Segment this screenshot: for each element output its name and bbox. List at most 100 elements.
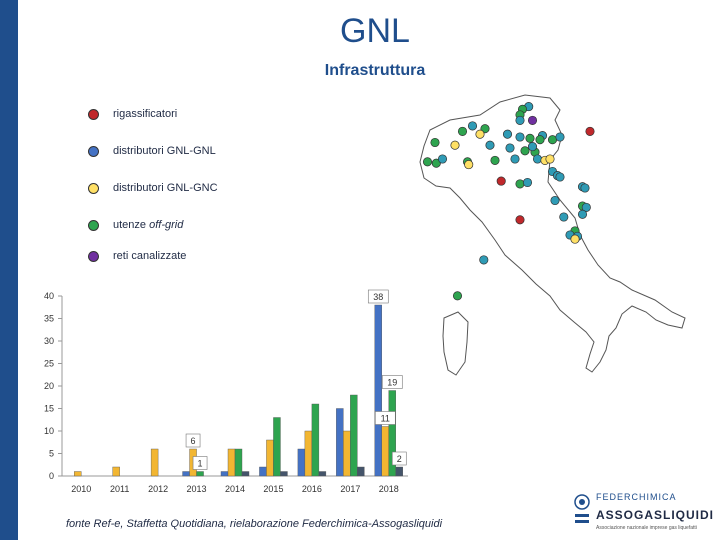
- bar: [374, 304, 382, 477]
- map-point-green: [535, 135, 545, 145]
- legend-label: reti canalizzate: [113, 250, 187, 262]
- federchimica-assogasliquidi-logo: FEDERCHIMICA ASSOGASLIQUIDI Associazione…: [572, 488, 713, 536]
- bar: [220, 471, 229, 477]
- map-point-red: [585, 126, 595, 136]
- map-point-yellow: [545, 154, 555, 164]
- data-label-box: [367, 289, 389, 304]
- map-point-blue: [515, 115, 525, 125]
- map-point-blue: [485, 140, 495, 150]
- italy-mainland-shape: [419, 94, 686, 373]
- map-point-blue: [580, 183, 590, 193]
- x-tick-label: 2010: [71, 484, 91, 494]
- map-point-blue: [505, 143, 515, 153]
- x-tick-label: 2012: [148, 484, 168, 494]
- map-point-blue: [555, 172, 565, 182]
- legend-item-rigassificatori: rigassificatori: [88, 106, 177, 122]
- y-tick-label: 25: [44, 359, 54, 369]
- data-label: 38: [373, 292, 383, 302]
- x-tick-label: 2016: [302, 484, 322, 494]
- map-point-green: [457, 126, 468, 136]
- data-label-box: [185, 433, 201, 448]
- bar: [357, 466, 365, 477]
- data-label-box: [192, 456, 208, 470]
- left-accent-bar: [0, 0, 18, 540]
- map-point-yellow: [450, 140, 460, 150]
- bar: [336, 408, 344, 477]
- x-tick-label: 2015: [263, 484, 283, 494]
- map-point-yellow: [475, 129, 485, 139]
- bar: [234, 448, 243, 477]
- data-label-box: [381, 375, 403, 389]
- logo-mark-icon: [574, 494, 590, 523]
- x-tick-label: 2014: [225, 484, 245, 494]
- x-tick-label: 2011: [110, 484, 129, 494]
- bar: [112, 466, 120, 477]
- legend-item-distributori-gnl-gnl: distributori GNL-GNL: [88, 143, 216, 159]
- y-tick-label: 5: [49, 449, 54, 459]
- map-point-yellow: [464, 160, 474, 170]
- map-point-blue: [527, 142, 538, 152]
- legend-dot-icon: [88, 108, 99, 120]
- map-point-blue: [555, 132, 565, 142]
- legend-label: distributori GNL-GNL: [113, 145, 216, 157]
- page-subtitle: Infrastruttura: [324, 62, 426, 79]
- logo-tagline: Associazione nazionale imprese gas lique…: [596, 525, 697, 531]
- legend-dot-icon: [88, 219, 99, 231]
- x-tick-label: 2017: [340, 484, 360, 494]
- legend-label: distributori GNL-GNC: [113, 182, 218, 194]
- data-label: 1: [198, 459, 203, 469]
- logo-federchimica: FEDERCHIMICA: [596, 492, 677, 502]
- map-point-green: [452, 291, 463, 301]
- bar-chart: 0 5 10 15 20 25 30 35 40 2010 2011 2012 2013 2014 2015…: [44, 289, 408, 494]
- bar: [311, 403, 320, 477]
- bar: [241, 471, 250, 477]
- bar: [395, 466, 403, 477]
- legend-item-utenze-off-grid: utenze off-grid: [88, 217, 183, 233]
- map-point-blue: [559, 212, 569, 222]
- bar: [227, 448, 236, 477]
- bar: [318, 471, 327, 477]
- map-points: [422, 102, 595, 301]
- map-point-blue: [510, 154, 520, 164]
- bar: [388, 390, 396, 477]
- map-point-red: [515, 215, 525, 225]
- legend-dot-icon: [88, 250, 99, 262]
- legend-label: utenze off-grid: [113, 219, 184, 231]
- page-title: GNL: [340, 12, 410, 50]
- bar: [350, 394, 358, 477]
- data-label: 6: [191, 436, 196, 446]
- map-point-green: [490, 155, 500, 165]
- legend-dot-icon: [88, 145, 99, 157]
- x-tick-label: 2018: [379, 484, 399, 494]
- map-point-blue: [577, 209, 588, 219]
- bar: [74, 471, 82, 477]
- map-point-blue: [522, 177, 533, 188]
- map-point-green: [525, 133, 535, 143]
- map-point-blue: [515, 132, 525, 142]
- map-point-blue: [437, 154, 448, 164]
- data-label-box: [374, 411, 396, 425]
- bar: [259, 466, 267, 477]
- map-point-blue: [479, 255, 489, 265]
- bar: [273, 417, 281, 477]
- bar: [150, 448, 159, 477]
- legend-item-reti-canalizzate: reti canalizzate: [88, 248, 186, 264]
- map-point-green: [515, 179, 525, 189]
- map-point-blue: [502, 129, 513, 139]
- map-point-red: [496, 176, 506, 186]
- source-note: fonte Ref-e, Staffetta Quotidiana, riela…: [66, 518, 443, 530]
- y-tick-label: 30: [44, 336, 54, 346]
- map-point-blue: [532, 154, 543, 164]
- map-point-green: [547, 135, 558, 145]
- bar: [196, 471, 204, 477]
- bar: [304, 430, 313, 477]
- y-tick-label: 0: [49, 471, 54, 481]
- y-tick-label: 10: [44, 426, 54, 436]
- legend-item-distributori-gnl-gnc: distributori GNL-GNC: [88, 180, 218, 196]
- map-point-green: [431, 158, 441, 168]
- bar: [266, 439, 274, 477]
- bar: [182, 471, 190, 477]
- bar: [297, 448, 306, 477]
- map-point-purple: [527, 115, 538, 125]
- legend-label: rigassificatori: [113, 108, 178, 120]
